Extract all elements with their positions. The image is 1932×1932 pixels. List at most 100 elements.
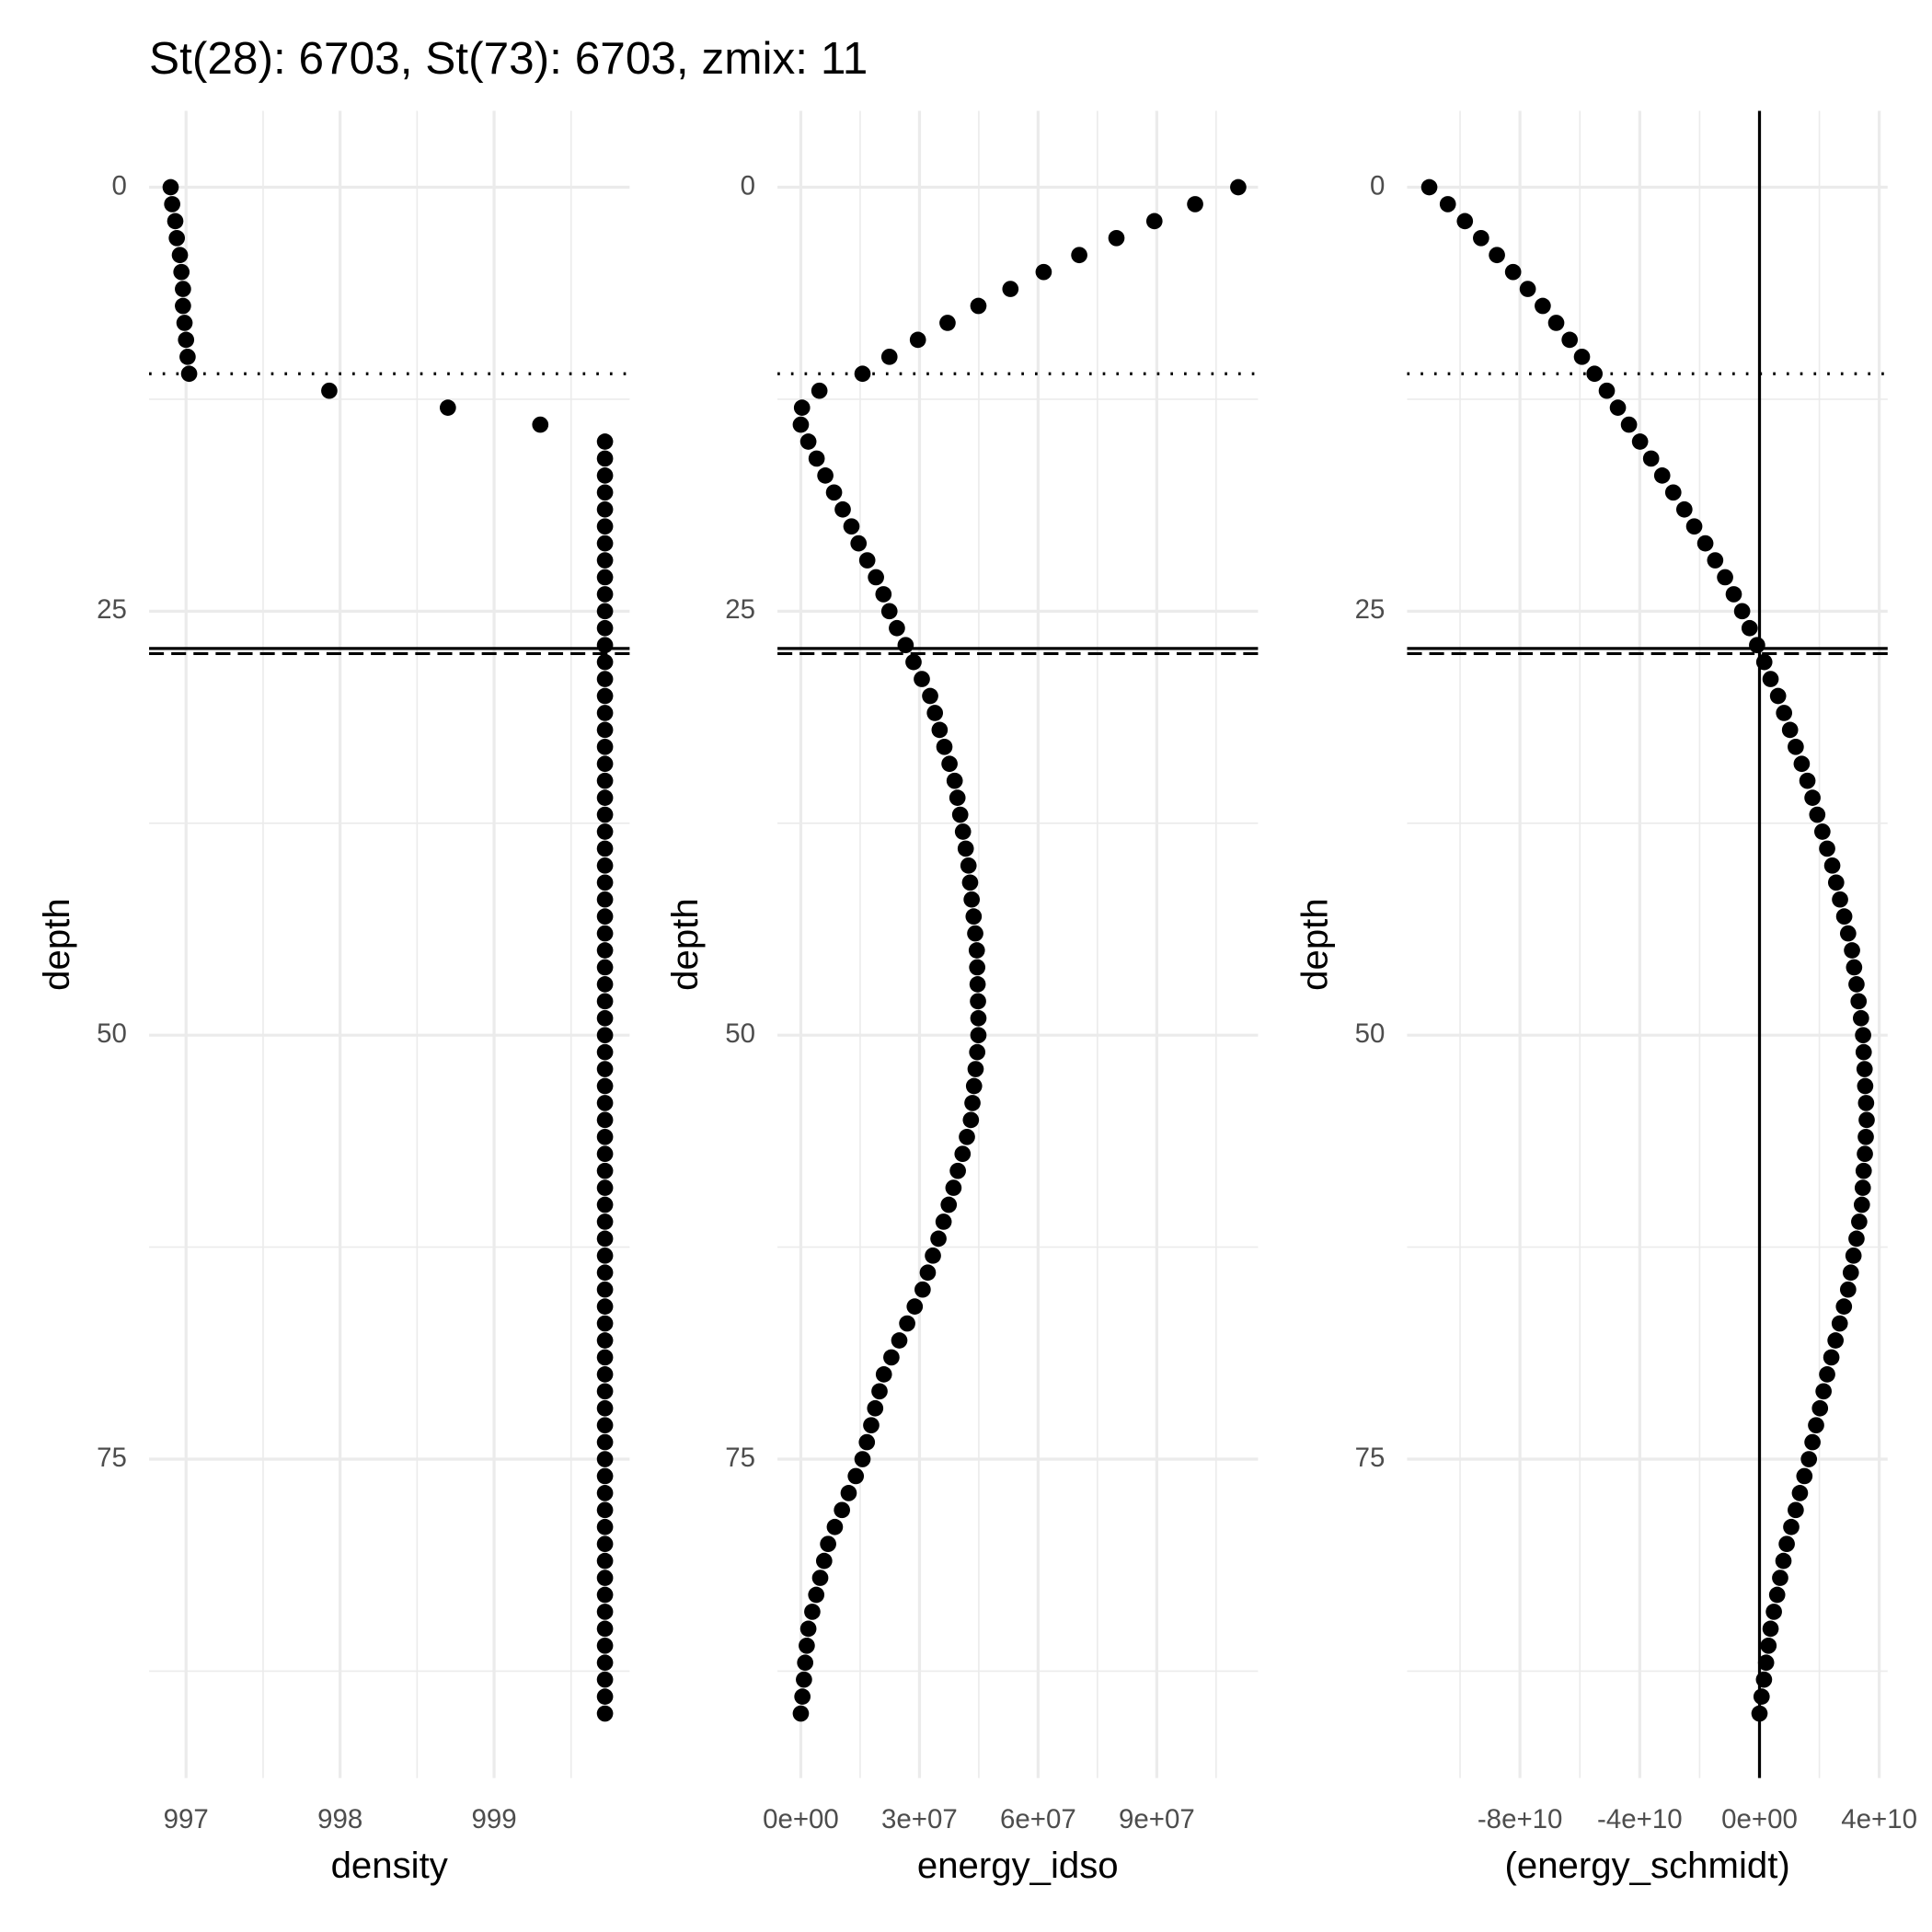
point (1819, 1366, 1835, 1383)
point (1856, 1061, 1873, 1077)
point (941, 755, 958, 773)
y-tick-label: 25 (97, 594, 127, 625)
point (792, 416, 810, 433)
y-tick-label: 50 (97, 1018, 127, 1049)
point (1804, 1433, 1821, 1451)
point (1848, 1230, 1865, 1248)
point (794, 1688, 811, 1705)
point (850, 535, 868, 552)
y-tick-label: 50 (1355, 1018, 1386, 1049)
point (596, 1349, 614, 1366)
point (799, 433, 817, 450)
point (1145, 213, 1163, 230)
point (596, 569, 614, 586)
point (1799, 772, 1816, 789)
point (1002, 281, 1019, 297)
point (596, 1009, 614, 1027)
point (1823, 1349, 1840, 1366)
point (1769, 687, 1787, 705)
point (1800, 1451, 1818, 1467)
point (858, 1433, 876, 1451)
y-axis-title: depth (1294, 898, 1335, 991)
y-tick-label: 0 (741, 170, 755, 201)
point (811, 1570, 829, 1586)
point (1848, 976, 1865, 993)
x-tick-label: -8e+10 (1478, 1804, 1563, 1834)
point (854, 1451, 871, 1467)
point (1696, 535, 1714, 552)
point (1811, 1399, 1829, 1417)
point (949, 789, 966, 806)
point (180, 365, 198, 383)
point (596, 450, 614, 467)
point (596, 484, 614, 501)
point (596, 1570, 614, 1586)
point (1755, 1671, 1773, 1688)
point (1535, 297, 1551, 315)
point (863, 1417, 880, 1434)
point (1808, 1417, 1824, 1434)
point (1733, 603, 1751, 620)
point (1857, 1128, 1874, 1145)
point (970, 1009, 987, 1027)
point (439, 399, 456, 416)
point (875, 586, 892, 603)
point (596, 705, 614, 721)
point (176, 315, 193, 331)
point (883, 1349, 900, 1366)
point (889, 619, 905, 637)
y-tick-label: 25 (1355, 594, 1386, 625)
point (1809, 806, 1826, 823)
x-tick-label: 9e+07 (1119, 1804, 1195, 1834)
point (596, 1485, 614, 1501)
point (1760, 1637, 1777, 1654)
point (596, 1061, 614, 1077)
point (946, 772, 963, 789)
point (596, 1399, 614, 1417)
x-axis-title: energy_idso (917, 1845, 1119, 1886)
point (596, 687, 614, 705)
y-tick-label: 0 (112, 170, 127, 201)
point (1851, 1213, 1868, 1230)
point (596, 1671, 614, 1688)
x-tick-label: -4e+10 (1597, 1804, 1683, 1834)
point (1855, 1027, 1871, 1044)
point (1850, 993, 1868, 1010)
point (596, 671, 614, 687)
point (939, 315, 956, 331)
point (1788, 738, 1804, 755)
point (959, 1128, 975, 1145)
point (899, 1315, 915, 1332)
point (969, 959, 986, 976)
point (596, 1586, 614, 1604)
point (922, 687, 938, 705)
point (596, 1518, 614, 1535)
point (171, 247, 189, 264)
point (596, 1467, 614, 1485)
point (1827, 874, 1845, 891)
point (596, 653, 614, 671)
point (596, 1298, 614, 1315)
point (1753, 1688, 1770, 1705)
point (596, 1604, 614, 1620)
point (1857, 1145, 1873, 1163)
point (1598, 382, 1616, 399)
point (596, 1688, 614, 1705)
point (1827, 1332, 1844, 1349)
point (1751, 1705, 1768, 1722)
point (1456, 213, 1474, 230)
point (1707, 552, 1724, 569)
point (940, 1196, 958, 1213)
point (178, 331, 195, 349)
point (168, 229, 186, 247)
point (1561, 331, 1579, 349)
point (596, 619, 614, 637)
point (596, 535, 614, 552)
point (945, 1179, 962, 1196)
point (596, 1043, 614, 1061)
point (532, 416, 549, 433)
point (826, 1518, 844, 1535)
point (596, 1162, 614, 1179)
point (1846, 959, 1863, 976)
point (961, 874, 979, 891)
